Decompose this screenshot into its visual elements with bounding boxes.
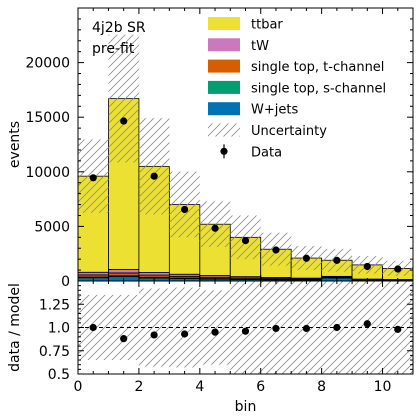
x-tick-label: 4 (195, 379, 204, 395)
data-point-9 (363, 262, 371, 271)
legend-swatch-tw (208, 38, 240, 52)
uncertainty-band-4 (199, 201, 231, 247)
legend-entry-data: Data (220, 144, 282, 160)
region-label-0: 4j2b SR (92, 20, 146, 36)
y-tick-label-ratio: 1.25 (39, 297, 70, 313)
uncertainty-band-1 (108, 34, 139, 163)
ratio-point-4 (211, 328, 219, 336)
legend-entry-uncertainty: Uncertainty (208, 123, 327, 139)
data-point-5 (241, 236, 250, 245)
data-point-4 (211, 224, 219, 232)
legend-label: W+jets (251, 103, 298, 118)
y-tick-label-ratio: 0.75 (39, 344, 70, 360)
legend-data-marker (220, 147, 228, 155)
data-point-7 (302, 254, 311, 262)
axes-frame (77, 7, 414, 375)
legend: ttbar tW single top, t-channel single top, … (208, 17, 386, 160)
legend-label: Data (251, 145, 282, 160)
legend-swatch-single-top-s-channel (208, 80, 240, 94)
legend-swatch-single-top-t-channel (208, 59, 240, 73)
data-point-10 (394, 265, 402, 273)
ratio-point-8 (333, 323, 341, 332)
y-tick-label-main: 10000 (25, 165, 70, 181)
legend-entry-ttbar: ttbar (208, 17, 283, 33)
legend-swatch-uncertainty (208, 123, 240, 137)
ratio-point-3 (180, 330, 189, 338)
bar-single-top-t-channel-1 (108, 272, 140, 277)
ratio-point-1 (120, 335, 128, 343)
x-tick-label: 2 (134, 379, 143, 395)
ratio-point-0 (89, 323, 97, 332)
y-tick-label-main: 20000 (25, 56, 70, 72)
ratio-point-5 (241, 327, 250, 335)
ratio-point-6 (272, 324, 280, 333)
legend-entry-tw: tW (208, 38, 269, 54)
ratio-point-7 (302, 324, 311, 333)
x-tick-label: 10 (374, 379, 392, 395)
x-axis-title: bin (235, 399, 257, 415)
x-tick-label: 8 (317, 379, 326, 395)
legend-label: Uncertainty (251, 124, 327, 139)
uncertainty-band-2 (138, 118, 170, 215)
data-point-0 (89, 174, 97, 182)
axis-labels: 0 2 4 6 8 10 0 5000 10000 15000 20000 0.5 0.75 1.0 1.2… (7, 56, 391, 415)
x-tick-label: 0 (74, 379, 83, 395)
y-tick-label-main: 15000 (25, 110, 70, 126)
region-label-1: pre-fit (92, 41, 135, 57)
region-annotation: 4j2b SR pre-fit (92, 20, 146, 57)
y-tick-label-ratio: 0.5 (48, 367, 70, 383)
ratio-point-10 (394, 325, 402, 333)
data-point-3 (180, 205, 189, 214)
data-point-8 (333, 256, 341, 264)
y-tick-label-main: 5000 (34, 219, 70, 235)
legend-entry-single-top-s-channel: single top, s-channel (208, 80, 386, 96)
ratio-point-2 (150, 331, 158, 339)
legend-label: ttbar (251, 18, 283, 33)
ratio-point-9 (363, 320, 371, 328)
ratio-plot-area (78, 281, 413, 374)
legend-label: tW (251, 39, 269, 54)
bar-tw-1 (108, 269, 140, 274)
legend-swatch-ttbar (208, 17, 240, 30)
legend-swatch-w-jets (208, 102, 240, 116)
data-point-1 (120, 117, 128, 125)
data-point-6 (272, 246, 280, 254)
y-tick-label-ratio: 1.0 (48, 321, 70, 337)
y-axis-title-main: events (7, 121, 23, 168)
legend-label: single top, s-channel (251, 81, 386, 96)
y-tick-label-main: 0 (61, 274, 70, 290)
data-point-2 (150, 172, 158, 180)
x-tick-label: 6 (256, 379, 265, 395)
legend-entry-w-jets: W+jets (208, 102, 298, 118)
uncertainty-band-3 (169, 171, 200, 238)
legend-entry-single-top-t-channel: single top, t-channel (208, 59, 384, 75)
legend-label: single top, t-channel (251, 60, 384, 75)
y-axis-title-ratio: data / model (7, 283, 23, 372)
